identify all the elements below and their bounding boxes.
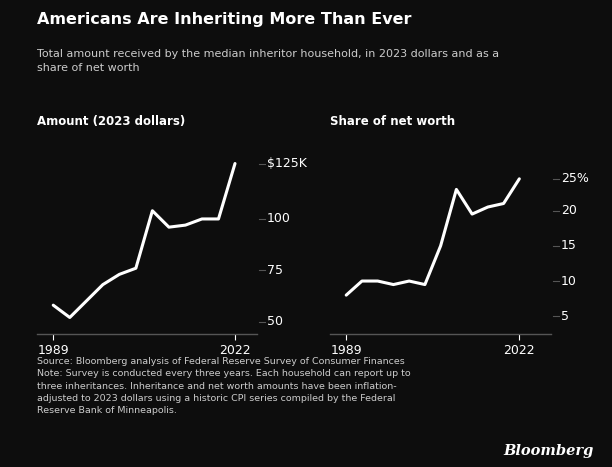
Text: 25%: 25% (561, 172, 589, 185)
Text: Americans Are Inheriting More Than Ever: Americans Are Inheriting More Than Ever (37, 12, 411, 27)
Text: Bloomberg: Bloomberg (503, 444, 594, 458)
Text: $125K: $125K (267, 157, 307, 170)
Text: Total amount received by the median inheritor household, in 2023 dollars and as : Total amount received by the median inhe… (37, 49, 499, 73)
Text: 50: 50 (267, 315, 283, 328)
Text: Source: Bloomberg analysis of Federal Reserve Survey of Consumer Finances
Note: : Source: Bloomberg analysis of Federal Re… (37, 357, 410, 415)
Text: Amount (2023 dollars): Amount (2023 dollars) (37, 115, 185, 128)
Text: 20: 20 (561, 204, 577, 217)
Text: 5: 5 (561, 310, 569, 323)
Text: Share of net worth: Share of net worth (330, 115, 455, 128)
Text: 15: 15 (561, 239, 577, 252)
Text: 100: 100 (267, 212, 291, 226)
Text: 10: 10 (561, 275, 577, 288)
Text: 75: 75 (267, 264, 283, 277)
